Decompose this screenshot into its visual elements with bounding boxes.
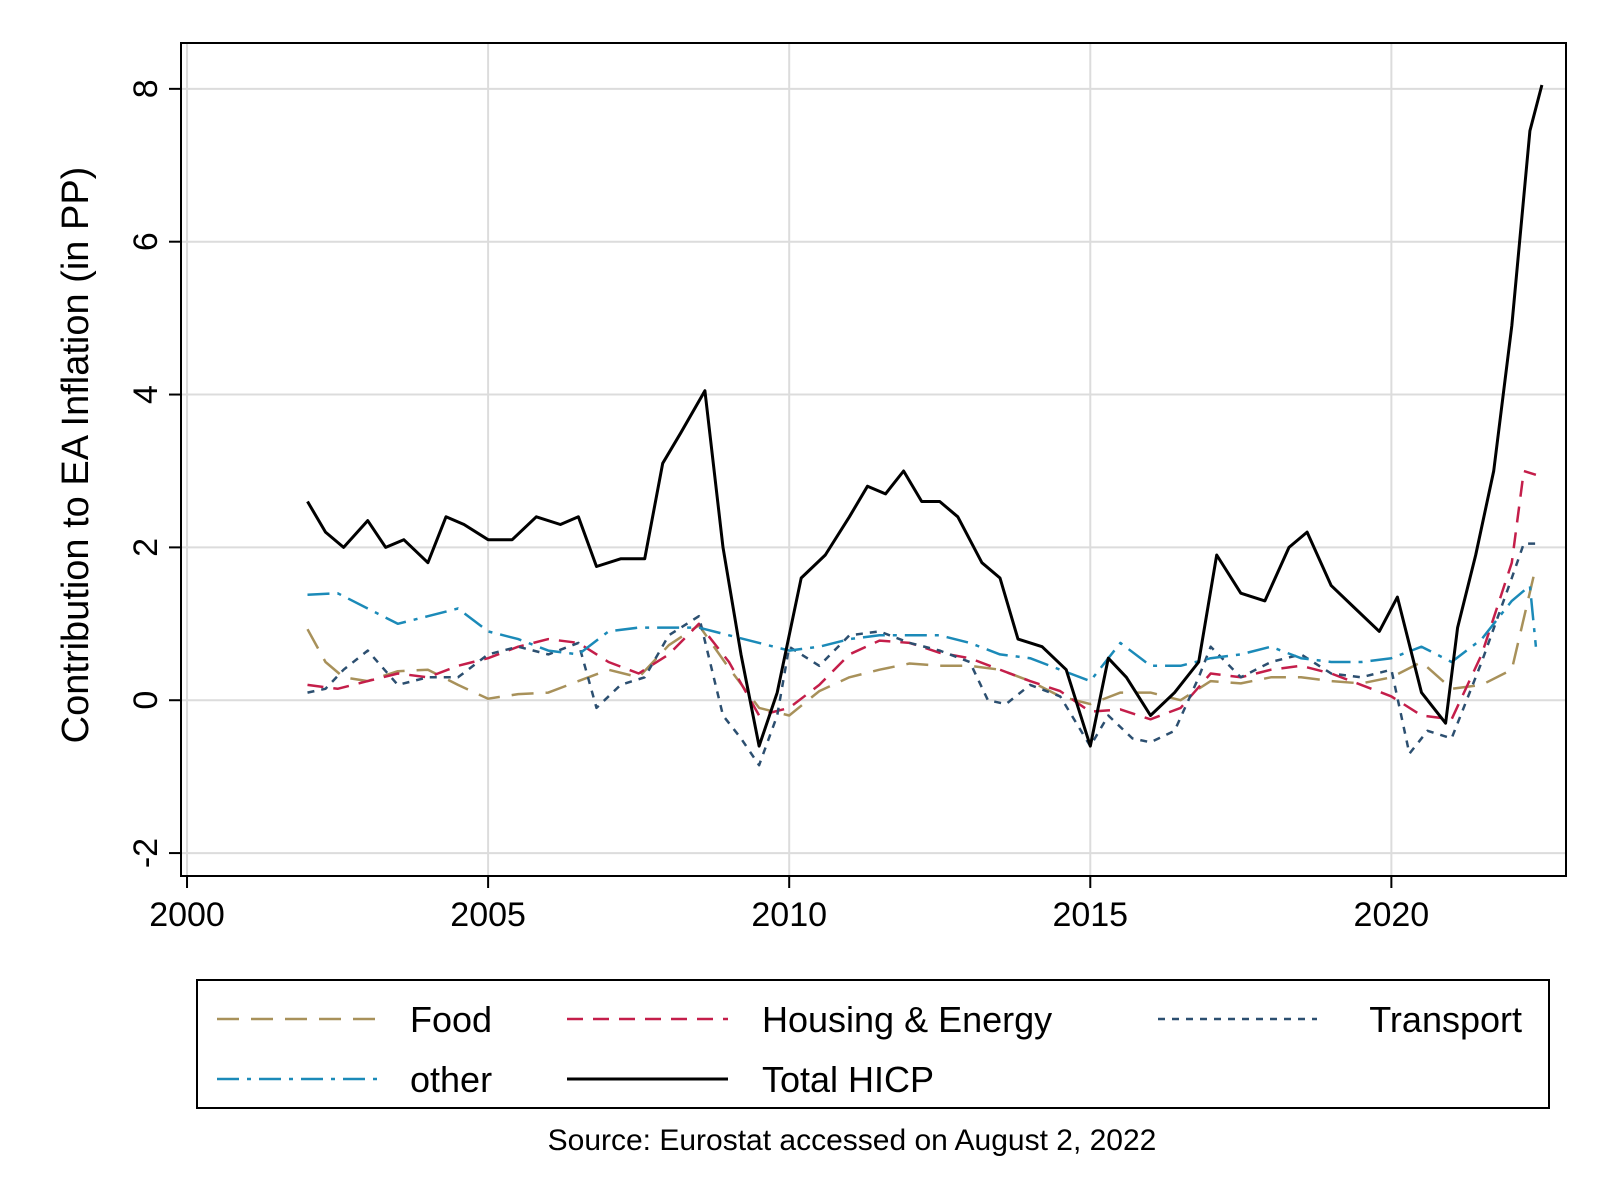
legend: Food Housing & Energy Transport other Total … [196, 979, 1550, 1109]
axes: 2000 2005 2010 2015 2020 -2 0 2 4 6 8 [127, 42, 1567, 934]
y-tick-label: 8 [127, 79, 165, 98]
legend-label: Housing & Energy [762, 999, 1052, 1040]
y-tick-label: 0 [127, 691, 165, 710]
x-tick-label: 2020 [1354, 896, 1430, 934]
legend-label: Food [410, 999, 492, 1040]
series-line-housing-energy [307, 469, 1537, 721]
y-tick-label: 2 [127, 538, 165, 557]
legend-label: Transport [1369, 999, 1522, 1040]
x-tick-label: 2015 [1052, 896, 1128, 934]
y-axis-title: Contribution to EA Inflation (in PP) [55, 167, 97, 744]
x-tick-label: 2005 [450, 896, 526, 934]
x-tick-label: 2010 [751, 896, 827, 934]
series-line-food [306, 566, 1538, 717]
series-lines [306, 84, 1544, 767]
x-tick-label: 2000 [149, 896, 225, 934]
legend-box [196, 979, 1550, 1109]
series-line-total-hicp [306, 84, 1544, 748]
y-tick-label: 4 [127, 385, 165, 404]
plot-frame [180, 42, 1567, 877]
series-line-transport [307, 542, 1536, 767]
grid-lines [181, 43, 1566, 876]
legend-label: other [410, 1059, 492, 1100]
y-tick-label: 6 [127, 232, 165, 251]
y-tick-label: -2 [127, 838, 165, 868]
legend-label: Total HICP [762, 1059, 934, 1100]
series-line-other [307, 584, 1538, 683]
source-note: Source: Eurostat accessed on August 2, 2… [548, 1124, 1157, 1157]
